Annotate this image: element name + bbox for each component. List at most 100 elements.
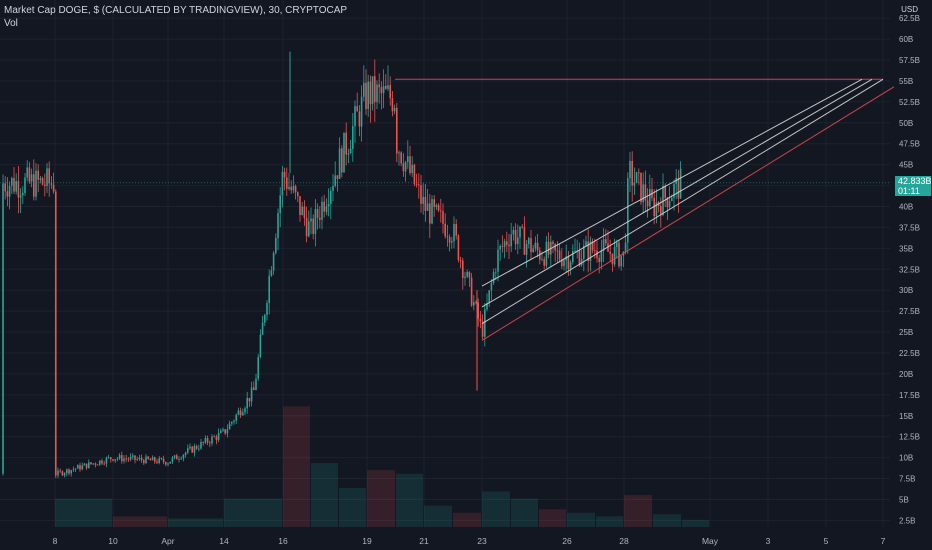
candle-body: [242, 412, 244, 416]
candle-body: [140, 457, 143, 461]
candle-body: [327, 203, 330, 207]
current-price-tag: 42.833B 01:11: [895, 176, 932, 196]
candle-body: [222, 429, 224, 431]
candle-body: [85, 463, 88, 469]
volume-bar: [453, 512, 481, 527]
volume-indicator-label[interactable]: Vol: [4, 18, 18, 29]
volume-bar: [624, 495, 652, 527]
candle-body: [184, 452, 187, 455]
candle-body: [495, 271, 497, 273]
price-tick-label: 22.5B: [899, 349, 920, 358]
candle-body: [486, 303, 488, 310]
candle-body: [143, 460, 145, 464]
candle-body: [107, 457, 110, 459]
time-tick-label: 8: [53, 536, 58, 546]
candle-body: [114, 459, 116, 461]
candle-body: [561, 259, 563, 267]
candle-body: [431, 199, 433, 224]
candle-body: [250, 387, 253, 402]
candle-body: [552, 241, 554, 244]
candle-body: [264, 314, 266, 323]
candle-body: [193, 446, 196, 453]
candle-body: [602, 239, 605, 251]
candle-body: [400, 152, 402, 164]
candle-body: [50, 183, 53, 185]
candle-body: [259, 334, 262, 357]
candle-body: [611, 253, 614, 265]
candle-body: [558, 250, 561, 260]
candle-body: [605, 239, 607, 244]
candle-body: [132, 455, 134, 457]
chart-grid: [0, 0, 890, 527]
price-axis[interactable]: 2.5B 5B 7.5B 10B 12.5B 15B 17.5B 20B 22.5B 25B 27.…: [899, 14, 920, 525]
candle-body: [545, 241, 548, 266]
candle-body: [224, 429, 226, 434]
candle-body: [233, 420, 235, 423]
bar-countdown: 01:11: [898, 186, 920, 196]
candle-body: [127, 458, 130, 460]
candle-body: [332, 185, 334, 191]
candle-body: [360, 96, 363, 127]
candle-body: [297, 192, 299, 197]
volume-bar: [224, 498, 282, 527]
candle-body: [345, 132, 347, 155]
candle-body: [574, 250, 576, 252]
candle-body: [585, 241, 587, 246]
candle-body: [147, 456, 149, 459]
candle-body: [492, 272, 495, 284]
candle-body: [244, 408, 246, 413]
candle-body: [407, 156, 409, 163]
current-price-value: 42.833B: [898, 176, 932, 186]
candle-body: [211, 436, 213, 444]
candle-body: [24, 177, 26, 194]
candle-body: [490, 283, 493, 291]
volume-bar: [539, 509, 566, 527]
candle-body: [473, 301, 475, 306]
candle-body: [523, 227, 526, 255]
candle-body: [382, 85, 385, 94]
candle-body: [299, 196, 301, 216]
time-tick-label: 23: [477, 536, 487, 546]
candle-body: [101, 460, 103, 464]
time-tick-label: 19: [362, 536, 372, 546]
candle-body: [167, 463, 169, 465]
trendline-rising-support: [481, 86, 895, 341]
candle-body: [462, 260, 464, 278]
volume-bar: [168, 518, 223, 527]
candle-body: [541, 259, 543, 261]
candle-body: [409, 156, 411, 173]
candle-body: [444, 223, 446, 237]
candle-body: [70, 470, 72, 474]
candle-body: [57, 470, 59, 476]
candle-body: [642, 184, 644, 203]
candle-body: [125, 458, 127, 460]
candle-body: [116, 458, 119, 460]
candle-body: [121, 455, 123, 462]
candle-body: [4, 183, 6, 192]
candle-body: [646, 200, 649, 207]
candle-body: [180, 458, 182, 460]
price-tick-label: 30B: [899, 286, 913, 295]
candle-body: [261, 322, 264, 335]
candle-body: [325, 206, 328, 212]
candle-body: [255, 378, 257, 390]
time-tick-label: 16: [278, 536, 288, 546]
candle-body: [640, 172, 642, 203]
candle-body: [136, 459, 138, 460]
volume-bar: [311, 463, 338, 527]
candle-body: [512, 230, 515, 235]
candle-body: [358, 111, 361, 127]
candle-body: [418, 184, 420, 186]
candle-body: [303, 206, 306, 218]
candle-body: [123, 458, 125, 462]
candle-body: [508, 244, 510, 247]
candle-body: [668, 201, 671, 208]
candle-body: [396, 107, 398, 154]
candle-body: [74, 468, 77, 470]
candle-body: [624, 242, 627, 252]
candle-body: [422, 196, 424, 204]
time-axis[interactable]: 8 10 Apr 14 16 19 21 23 26 28 May 3 5 7: [53, 536, 886, 546]
symbol-title[interactable]: Market Cap DOGE, $ (CALCULATED BY TRADIN…: [4, 5, 348, 16]
candle-body: [154, 457, 156, 462]
